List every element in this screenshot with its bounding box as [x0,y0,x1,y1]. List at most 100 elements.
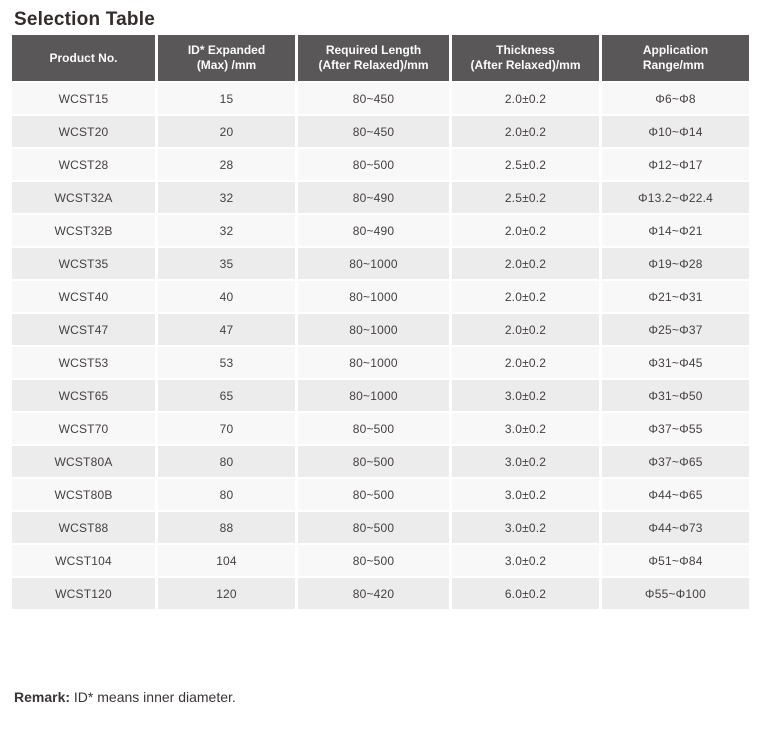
cell-required-length: 80~500 [298,149,449,180]
table-row: WCST32B 32 80~490 2.0±0.2 Φ14~Φ21 [12,215,749,246]
table-row: WCST15 15 80~450 2.0±0.2 Φ6~Φ8 [12,83,749,114]
column-header-product-no: Product No. [12,35,155,81]
cell-id-expanded: 28 [158,149,295,180]
cell-required-length: 80~1000 [298,347,449,378]
table-row: WCST40 40 80~1000 2.0±0.2 Φ21~Φ31 [12,281,749,312]
cell-product-no: WCST88 [12,512,155,543]
cell-thickness: 3.0±0.2 [452,479,599,510]
table-row: WCST80A 80 80~500 3.0±0.2 Φ37~Φ65 [12,446,749,477]
cell-application-range: Φ14~Φ21 [602,215,749,246]
cell-required-length: 80~1000 [298,314,449,345]
column-header-id-expanded: ID* Expanded (Max) /mm [158,35,295,81]
remark: Remark: ID* means inner diameter. [14,689,758,705]
remark-text: ID* means inner diameter. [70,689,236,705]
cell-id-expanded: 15 [158,83,295,114]
cell-required-length: 80~500 [298,413,449,444]
column-header-label: Product No. [49,50,118,65]
cell-required-length: 80~420 [298,578,449,609]
table-row: WCST32A 32 80~490 2.5±0.2 Φ13.2~Φ22.4 [12,182,749,213]
cell-required-length: 80~500 [298,446,449,477]
cell-product-no: WCST53 [12,347,155,378]
table-row: WCST53 53 80~1000 2.0±0.2 Φ31~Φ45 [12,347,749,378]
cell-product-no: WCST65 [12,380,155,411]
cell-application-range: Φ31~Φ50 [602,380,749,411]
cell-application-range: Φ44~Φ65 [602,479,749,510]
cell-id-expanded: 32 [158,182,295,213]
cell-application-range: Φ37~Φ55 [602,413,749,444]
cell-required-length: 80~450 [298,83,449,114]
cell-id-expanded: 104 [158,545,295,576]
cell-thickness: 2.5±0.2 [452,149,599,180]
table-row: WCST88 88 80~500 3.0±0.2 Φ44~Φ73 [12,512,749,543]
cell-id-expanded: 20 [158,116,295,147]
column-header-label: Application Range/mm [642,43,709,72]
selection-table-container: Product No. ID* Expanded (Max) /mm Required… [9,33,758,611]
cell-application-range: Φ21~Φ31 [602,281,749,312]
table-row: WCST120 120 80~420 6.0±0.2 Φ55~Φ100 [12,578,749,609]
cell-thickness: 3.0±0.2 [452,413,599,444]
table-row: WCST70 70 80~500 3.0±0.2 Φ37~Φ55 [12,413,749,444]
column-header-thickness: Thickness (After Relaxed)/mm [452,35,599,81]
cell-required-length: 80~490 [298,215,449,246]
cell-application-range: Φ31~Φ45 [602,347,749,378]
cell-product-no: WCST28 [12,149,155,180]
cell-thickness: 3.0±0.2 [452,545,599,576]
cell-required-length: 80~1000 [298,380,449,411]
cell-product-no: WCST80B [12,479,155,510]
cell-application-range: Φ19~Φ28 [602,248,749,279]
cell-application-range: Φ37~Φ65 [602,446,749,477]
cell-product-no: WCST32B [12,215,155,246]
cell-product-no: WCST80A [12,446,155,477]
cell-application-range: Φ44~Φ73 [602,512,749,543]
cell-required-length: 80~500 [298,479,449,510]
table-row: WCST28 28 80~500 2.5±0.2 Φ12~Φ17 [12,149,749,180]
cell-thickness: 2.0±0.2 [452,281,599,312]
cell-product-no: WCST104 [12,545,155,576]
cell-product-no: WCST15 [12,83,155,114]
table-row: WCST20 20 80~450 2.0±0.2 Φ10~Φ14 [12,116,749,147]
table-row: WCST35 35 80~1000 2.0±0.2 Φ19~Φ28 [12,248,749,279]
cell-product-no: WCST40 [12,281,155,312]
table-header-row: Product No. ID* Expanded (Max) /mm Required… [12,35,749,81]
cell-id-expanded: 35 [158,248,295,279]
cell-thickness: 2.0±0.2 [452,347,599,378]
column-header-label: Required Length (After Relaxed)/mm [318,43,429,72]
cell-required-length: 80~450 [298,116,449,147]
cell-product-no: WCST47 [12,314,155,345]
cell-product-no: WCST32A [12,182,155,213]
page-title: Selection Table [14,9,155,30]
cell-thickness: 2.0±0.2 [452,215,599,246]
cell-required-length: 80~1000 [298,281,449,312]
column-header-label: Thickness (After Relaxed)/mm [470,43,581,72]
cell-application-range: Φ51~Φ84 [602,545,749,576]
cell-thickness: 3.0±0.2 [452,380,599,411]
cell-thickness: 3.0±0.2 [452,446,599,477]
cell-thickness: 6.0±0.2 [452,578,599,609]
cell-id-expanded: 53 [158,347,295,378]
column-header-label: ID* Expanded (Max) /mm [187,43,266,72]
table-row: WCST47 47 80~1000 2.0±0.2 Φ25~Φ37 [12,314,749,345]
cell-id-expanded: 80 [158,446,295,477]
table-body: WCST15 15 80~450 2.0±0.2 Φ6~Φ8 WCST20 20 80~450… [12,83,749,609]
cell-id-expanded: 32 [158,215,295,246]
cell-thickness: 2.0±0.2 [452,116,599,147]
cell-id-expanded: 88 [158,512,295,543]
cell-required-length: 80~1000 [298,248,449,279]
cell-id-expanded: 65 [158,380,295,411]
cell-required-length: 80~490 [298,182,449,213]
cell-thickness: 2.5±0.2 [452,182,599,213]
cell-product-no: WCST20 [12,116,155,147]
cell-thickness: 2.0±0.2 [452,83,599,114]
cell-required-length: 80~500 [298,512,449,543]
cell-application-range: Φ10~Φ14 [602,116,749,147]
cell-required-length: 80~500 [298,545,449,576]
column-header-required-length: Required Length (After Relaxed)/mm [298,35,449,81]
table-row: WCST104 104 80~500 3.0±0.2 Φ51~Φ84 [12,545,749,576]
selection-table: Product No. ID* Expanded (Max) /mm Required… [9,33,752,611]
cell-application-range: Φ6~Φ8 [602,83,749,114]
cell-id-expanded: 70 [158,413,295,444]
cell-product-no: WCST120 [12,578,155,609]
cell-application-range: Φ13.2~Φ22.4 [602,182,749,213]
cell-application-range: Φ25~Φ37 [602,314,749,345]
cell-thickness: 3.0±0.2 [452,512,599,543]
